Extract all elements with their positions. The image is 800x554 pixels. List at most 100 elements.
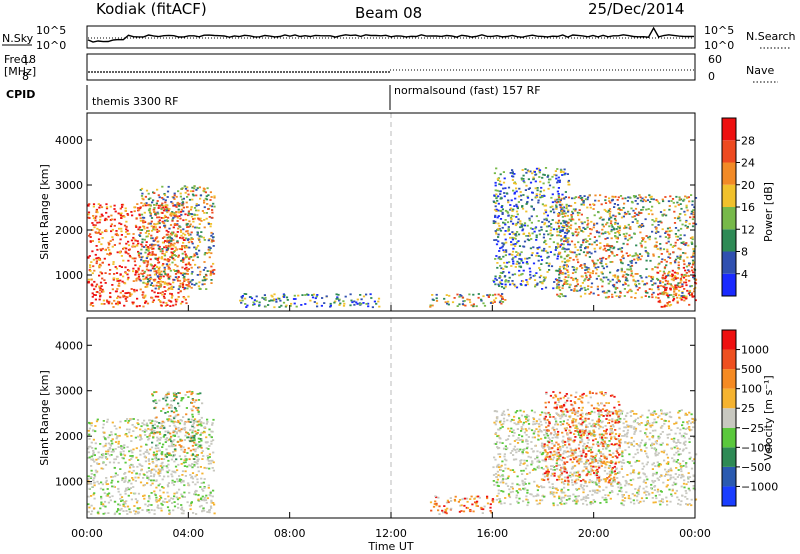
echo-cell (88, 234, 91, 237)
echo-cell (174, 204, 177, 206)
echo-cell (91, 229, 94, 231)
echo-cell (141, 238, 144, 241)
echo-cell (167, 393, 170, 395)
echo-cell (692, 255, 695, 258)
echo-cell (617, 248, 620, 251)
echo-cell (336, 297, 339, 300)
echo-cell (654, 452, 657, 455)
echo-cell (183, 484, 186, 487)
echo-cell (632, 440, 636, 443)
echo-cell (87, 429, 90, 432)
echo-cell (503, 287, 506, 290)
echo-cell (592, 226, 595, 229)
echo-cell (692, 271, 695, 274)
echo-cell (344, 295, 347, 298)
echo-cell (541, 203, 544, 206)
echo-cell (630, 465, 633, 467)
echo-cell (671, 275, 674, 278)
echo-cell (127, 494, 130, 497)
echo-cell (88, 506, 91, 509)
echo-cell (604, 296, 608, 299)
echo-cell (574, 228, 578, 231)
echo-cell (584, 247, 587, 250)
echo-cell (529, 273, 532, 276)
echo-cell (194, 475, 197, 478)
echo-cell (619, 488, 622, 490)
echo-cell (641, 468, 644, 470)
echo-cell (145, 235, 148, 238)
echo-cell (200, 416, 203, 419)
echo-cell (183, 297, 186, 299)
echo-cell (577, 261, 580, 264)
echo-cell (167, 485, 170, 488)
echo-cell (514, 449, 517, 451)
echo-cell (174, 276, 177, 279)
echo-cell (107, 442, 110, 445)
echo-cell (619, 438, 622, 441)
echo-cell (197, 458, 200, 461)
echo-cell (460, 510, 463, 512)
echo-cell (576, 211, 579, 214)
echo-cell (612, 214, 615, 217)
echo-cell (493, 172, 496, 175)
echo-cell (175, 211, 178, 214)
echo-cell (170, 435, 173, 438)
echo-cell (569, 409, 572, 412)
echo-cell (617, 280, 621, 282)
echo-cell (209, 247, 212, 250)
echo-cell (182, 512, 185, 515)
echo-cell (113, 277, 116, 280)
echo-cell (180, 428, 183, 431)
echo-cell (141, 269, 144, 272)
echo-cell (604, 238, 607, 240)
echo-cell (182, 241, 185, 244)
echo-cell (619, 295, 622, 297)
echo-cell (666, 303, 670, 305)
echo-cell (118, 265, 121, 267)
echo-cell (639, 258, 642, 261)
echo-cell (492, 501, 495, 503)
echo-cell (575, 234, 578, 237)
echo-cell (590, 286, 593, 288)
echo-cell (126, 435, 129, 438)
echo-cell (564, 235, 567, 237)
echo-cell (104, 505, 107, 508)
echo-cell (525, 171, 528, 174)
echo-cell (611, 293, 614, 296)
echo-cell (515, 234, 518, 237)
echo-cell (180, 399, 183, 402)
echo-cell (174, 234, 177, 237)
echo-cell (564, 276, 567, 278)
echo-cell (549, 238, 552, 240)
echo-cell (97, 457, 100, 460)
echo-cell (648, 295, 651, 298)
echo-cell (497, 240, 500, 243)
echo-cell (632, 195, 636, 197)
echo-cell (524, 284, 527, 287)
echo-cell (579, 249, 582, 252)
echo-cell (471, 503, 474, 506)
echo-cell (520, 223, 523, 226)
echo-cell (175, 249, 178, 251)
echo-cell (616, 276, 620, 279)
echo-cell (494, 222, 497, 224)
echo-cell (511, 238, 514, 241)
echo-cell (106, 418, 109, 421)
echo-cell (197, 406, 200, 409)
echo-cell (188, 198, 192, 201)
echo-cell (162, 443, 165, 446)
echo-cell (512, 215, 515, 218)
echo-cell (493, 301, 496, 303)
echo-cell (107, 241, 110, 244)
echo-cell (528, 219, 531, 222)
echo-cell (171, 294, 174, 297)
echo-cell (545, 230, 548, 232)
echo-cell (158, 273, 161, 276)
echo-cell (148, 503, 151, 506)
echo-cell (144, 294, 147, 297)
echo-cell (144, 259, 147, 262)
colorbar-swatch (722, 229, 736, 252)
echo-cell (505, 482, 508, 485)
echo-cell (108, 273, 111, 275)
echo-cell (203, 219, 206, 221)
